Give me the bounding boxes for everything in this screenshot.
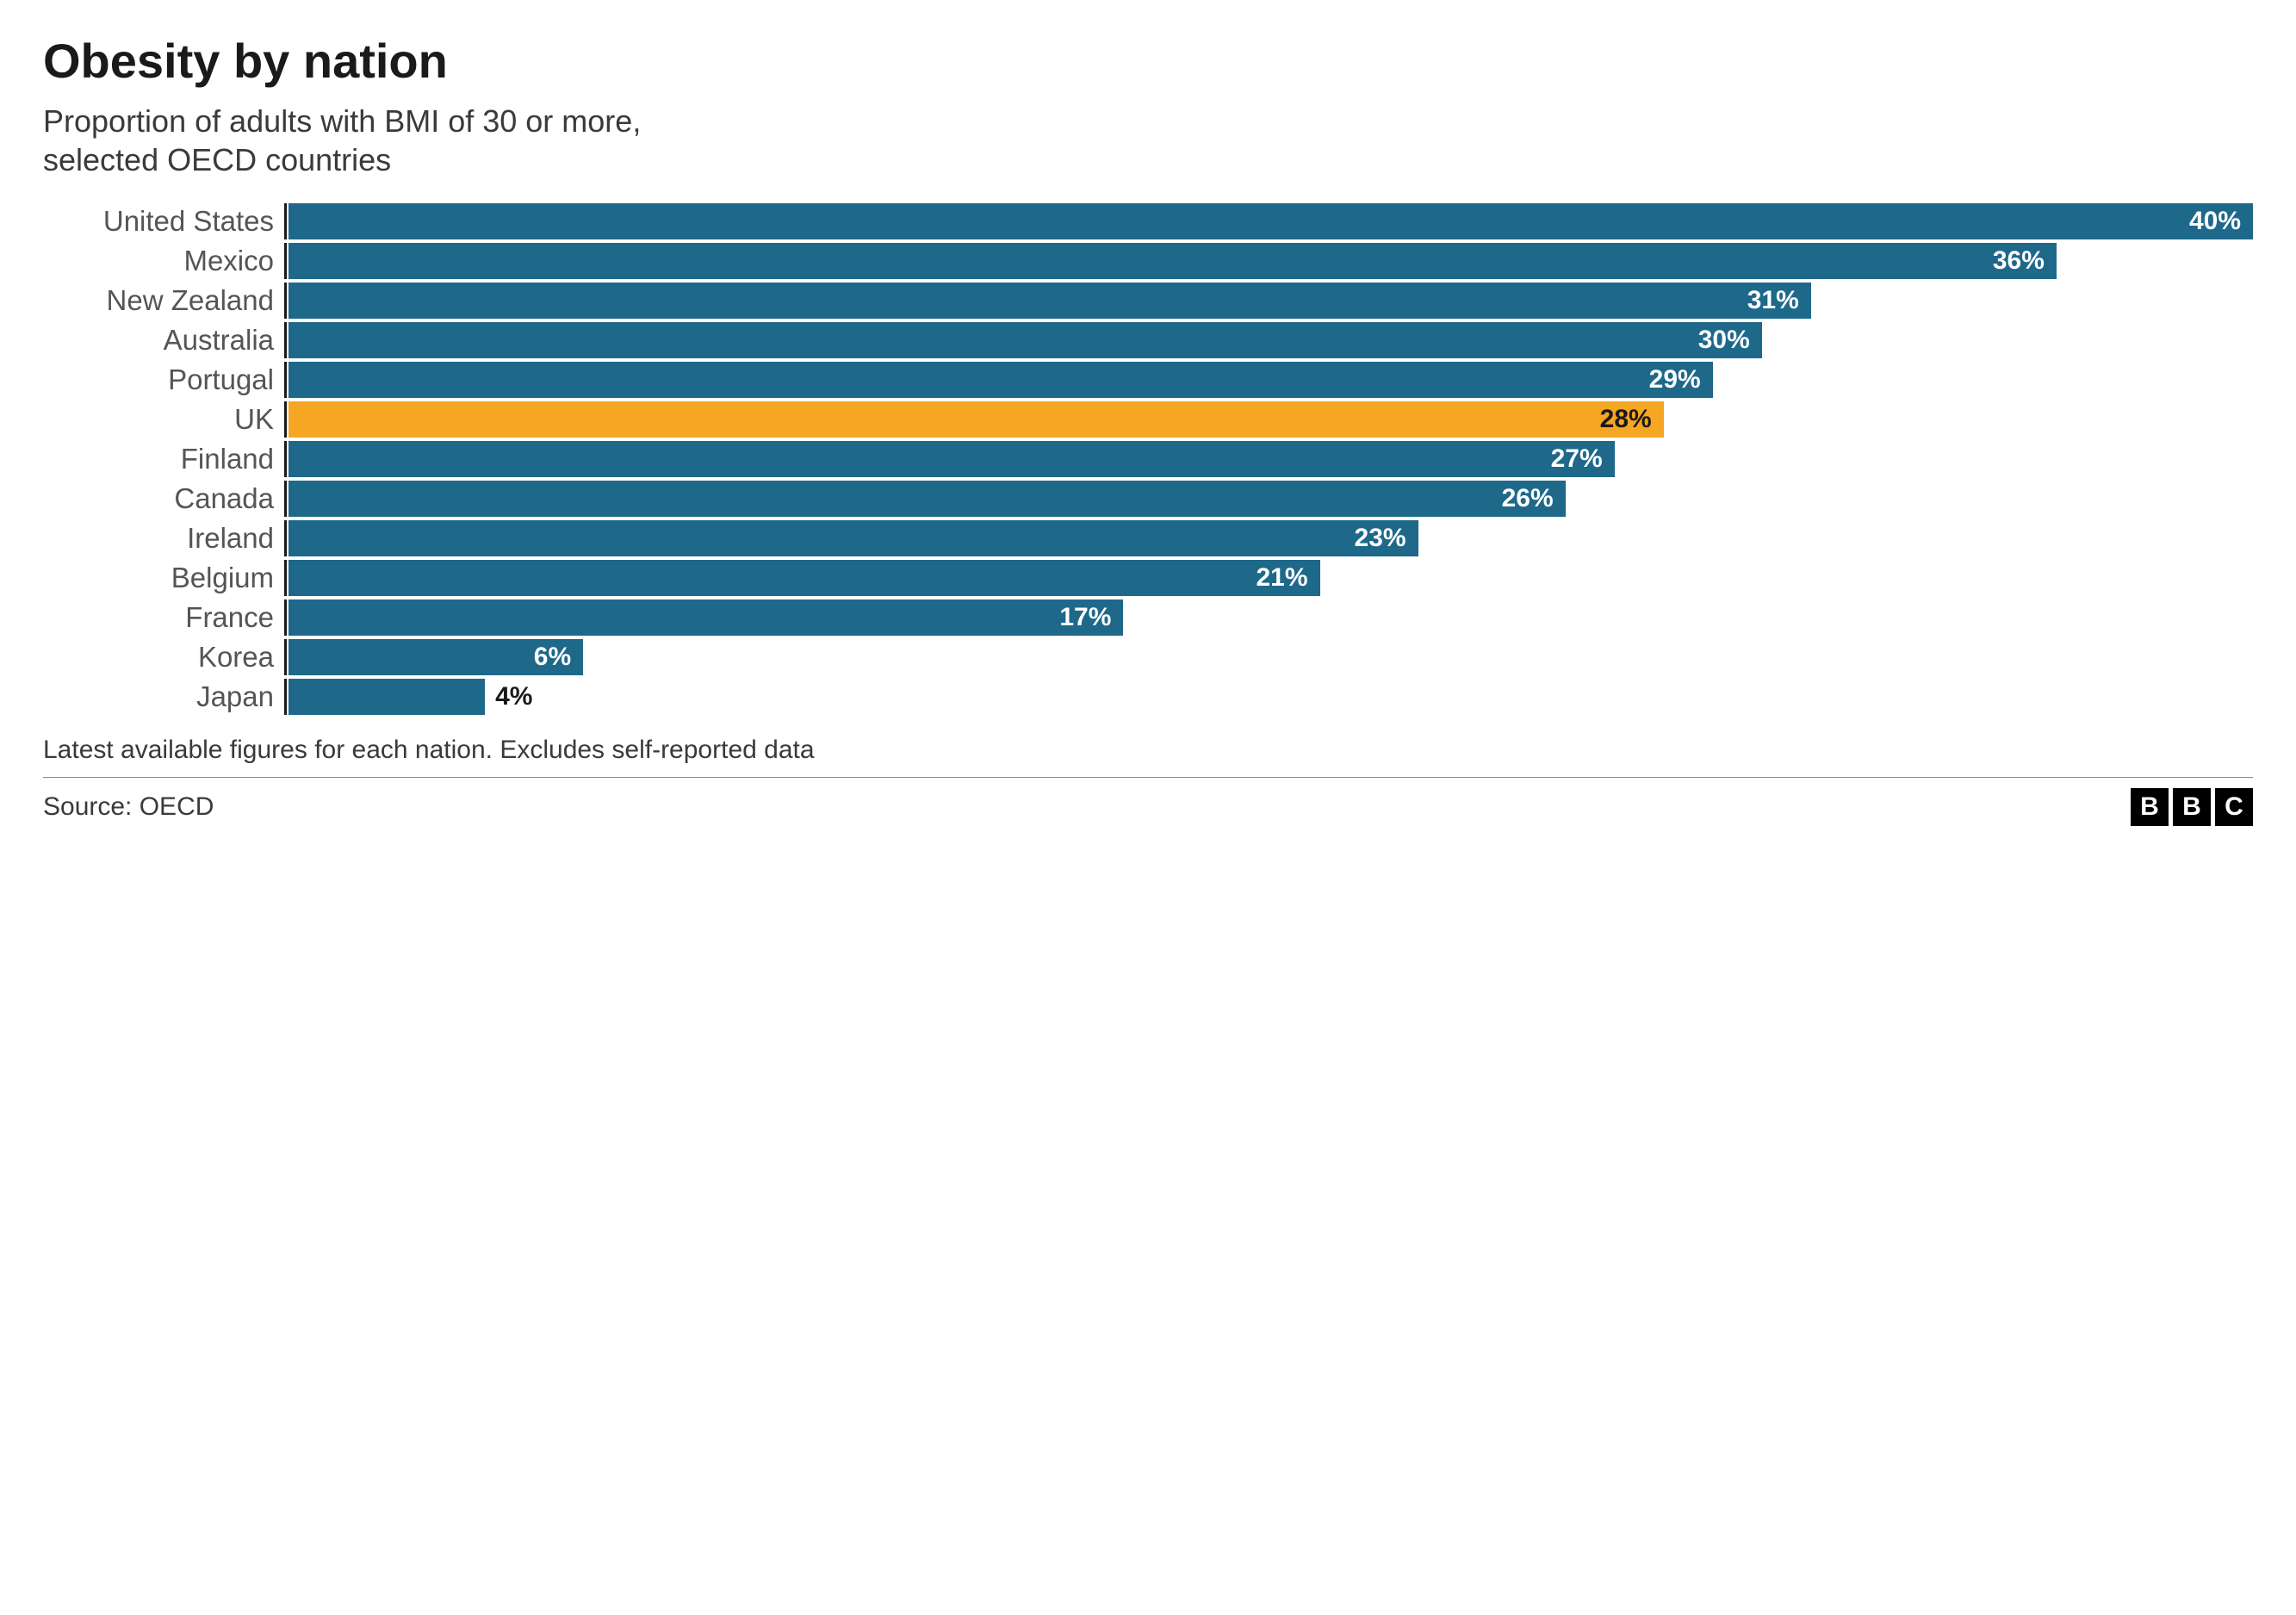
- bar-track: 36%: [289, 243, 2253, 279]
- bar-track: 4%: [289, 679, 2253, 715]
- bar-track: 27%: [289, 441, 2253, 477]
- bar-value: 23%: [1355, 524, 1406, 553]
- bar-value: 30%: [1698, 326, 1750, 355]
- bar-value: 17%: [1059, 603, 1111, 632]
- bar-label: Canada: [43, 484, 284, 512]
- chart-footnote: Latest available figures for each nation…: [43, 736, 2253, 765]
- logo-letter: B: [2131, 788, 2169, 826]
- bar-track: 29%: [289, 362, 2253, 398]
- axis-segment: [284, 362, 287, 398]
- axis-segment: [284, 599, 287, 636]
- bar-label: Portugal: [43, 365, 284, 394]
- bar-label: UK: [43, 405, 284, 433]
- axis-segment: [284, 203, 287, 239]
- bar-label: Australia: [43, 326, 284, 354]
- axis-segment: [284, 639, 287, 675]
- bar-row: Ireland 23%: [43, 520, 2253, 556]
- logo-letter: B: [2173, 788, 2211, 826]
- bar-row: Korea 6%: [43, 639, 2253, 675]
- bar-value: 28%: [1600, 405, 1652, 434]
- bar: 27%: [289, 441, 1615, 477]
- bar-value: 26%: [1502, 484, 1554, 513]
- bar-track: 31%: [289, 283, 2253, 319]
- axis-segment: [284, 401, 287, 438]
- bar-track: 17%: [289, 599, 2253, 636]
- bar-label: Belgium: [43, 563, 284, 592]
- axis-segment: [284, 243, 287, 279]
- bar-row: Japan 4%: [43, 679, 2253, 715]
- bar-label: Japan: [43, 682, 284, 711]
- source-label: Source: OECD: [43, 792, 214, 822]
- bar-row: Finland 27%: [43, 441, 2253, 477]
- chart-footer: Source: OECD BBC: [43, 788, 2253, 826]
- bar-value: 21%: [1256, 563, 1307, 593]
- bar: 31%: [289, 283, 1811, 319]
- bar-label: Finland: [43, 444, 284, 473]
- bar-value: 4%: [495, 682, 532, 711]
- bar-highlight: 28%: [289, 401, 1664, 438]
- bar-row: UK 28%: [43, 401, 2253, 438]
- bar-value: 29%: [1649, 365, 1701, 394]
- bar: [289, 679, 485, 715]
- bar-row: New Zealand 31%: [43, 283, 2253, 319]
- bar-track: 30%: [289, 322, 2253, 358]
- bar-value: 36%: [1993, 246, 2045, 276]
- bar-track: 23%: [289, 520, 2253, 556]
- bar-track: 28%: [289, 401, 2253, 438]
- bar-label: Korea: [43, 643, 284, 671]
- bar-label: France: [43, 603, 284, 631]
- bar-track: 40%: [289, 203, 2253, 239]
- bar-value: 40%: [2189, 207, 2241, 236]
- bar-label: United States: [43, 207, 284, 235]
- footer-divider: [43, 777, 2253, 778]
- bar-row: Belgium 21%: [43, 560, 2253, 596]
- bar-track: 6%: [289, 639, 2253, 675]
- axis-segment: [284, 322, 287, 358]
- axis-segment: [284, 679, 287, 715]
- chart-title: Obesity by nation: [43, 34, 2253, 88]
- logo-letter: C: [2215, 788, 2253, 826]
- axis-segment: [284, 441, 287, 477]
- bar-row: United States 40%: [43, 203, 2253, 239]
- bar: 26%: [289, 481, 1566, 517]
- bar: 21%: [289, 560, 1320, 596]
- bar: 40%: [289, 203, 2253, 239]
- bar-row: Portugal 29%: [43, 362, 2253, 398]
- bar-label: New Zealand: [43, 286, 284, 314]
- bar-row: France 17%: [43, 599, 2253, 636]
- axis-segment: [284, 481, 287, 517]
- bar-row: Australia 30%: [43, 322, 2253, 358]
- bar-label: Mexico: [43, 246, 284, 275]
- chart-subtitle: Proportion of adults with BMI of 30 or m…: [43, 102, 2253, 179]
- bar: 30%: [289, 322, 1762, 358]
- bar: 36%: [289, 243, 2057, 279]
- bar-label: Ireland: [43, 524, 284, 552]
- bar: 29%: [289, 362, 1713, 398]
- bar-chart: United States 40% Mexico 36% New Zealand 31% A…: [43, 203, 2253, 715]
- bar-value: 6%: [534, 643, 571, 672]
- bbc-logo: BBC: [2131, 788, 2253, 826]
- axis-segment: [284, 520, 287, 556]
- axis-segment: [284, 560, 287, 596]
- axis-segment: [284, 283, 287, 319]
- bar-value: 31%: [1747, 286, 1799, 315]
- bar-value: 27%: [1551, 444, 1603, 474]
- bar: 6%: [289, 639, 583, 675]
- bar-track: 26%: [289, 481, 2253, 517]
- bar-track: 21%: [289, 560, 2253, 596]
- bar: 17%: [289, 599, 1123, 636]
- bar-row: Mexico 36%: [43, 243, 2253, 279]
- bar: 23%: [289, 520, 1418, 556]
- bar-row: Canada 26%: [43, 481, 2253, 517]
